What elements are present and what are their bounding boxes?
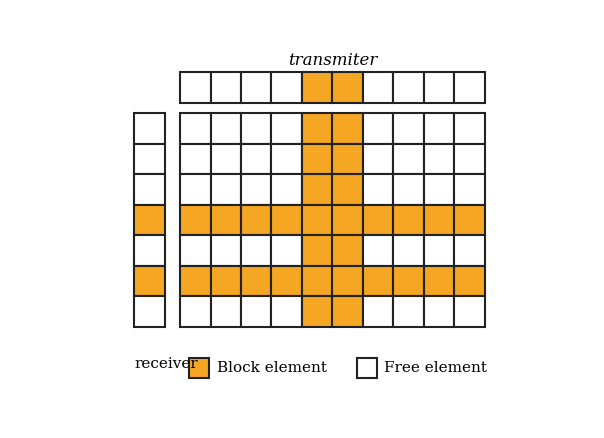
Bar bbox=[241, 205, 271, 235]
Bar bbox=[357, 358, 376, 378]
Bar bbox=[332, 235, 363, 266]
Bar bbox=[302, 235, 332, 266]
Bar bbox=[135, 113, 165, 144]
Bar bbox=[424, 205, 454, 235]
Bar bbox=[393, 174, 424, 205]
Bar bbox=[363, 266, 393, 296]
Bar bbox=[241, 266, 271, 296]
Bar bbox=[135, 174, 165, 205]
Bar bbox=[241, 144, 271, 174]
Bar bbox=[271, 113, 302, 144]
Text: transmiter: transmiter bbox=[288, 52, 377, 69]
Bar bbox=[271, 296, 302, 327]
Bar bbox=[135, 235, 165, 266]
Bar bbox=[241, 296, 271, 327]
Bar bbox=[363, 113, 393, 144]
Bar bbox=[211, 296, 241, 327]
Bar bbox=[211, 266, 241, 296]
Bar bbox=[211, 205, 241, 235]
Bar bbox=[454, 144, 484, 174]
Bar bbox=[135, 266, 165, 296]
Text: receiver: receiver bbox=[135, 357, 198, 371]
Bar bbox=[454, 296, 484, 327]
Bar bbox=[424, 72, 454, 103]
Bar bbox=[211, 144, 241, 174]
Bar bbox=[211, 235, 241, 266]
Bar bbox=[424, 235, 454, 266]
Bar bbox=[393, 72, 424, 103]
Bar bbox=[393, 296, 424, 327]
Bar bbox=[424, 296, 454, 327]
Bar bbox=[363, 296, 393, 327]
Bar bbox=[302, 113, 332, 144]
Bar bbox=[393, 235, 424, 266]
Bar bbox=[363, 144, 393, 174]
Bar bbox=[302, 266, 332, 296]
Bar bbox=[271, 72, 302, 103]
Bar bbox=[241, 72, 271, 103]
Bar bbox=[241, 235, 271, 266]
Bar bbox=[180, 296, 211, 327]
Bar bbox=[211, 72, 241, 103]
Bar bbox=[424, 113, 454, 144]
Bar bbox=[180, 113, 211, 144]
Bar bbox=[393, 266, 424, 296]
Bar bbox=[454, 266, 484, 296]
Bar bbox=[454, 72, 484, 103]
Bar bbox=[332, 113, 363, 144]
Bar bbox=[454, 113, 484, 144]
Bar bbox=[180, 205, 211, 235]
Bar bbox=[302, 296, 332, 327]
Bar bbox=[363, 174, 393, 205]
Bar bbox=[363, 72, 393, 103]
Bar bbox=[211, 174, 241, 205]
Bar bbox=[241, 113, 271, 144]
Bar bbox=[332, 174, 363, 205]
Bar bbox=[271, 266, 302, 296]
Bar bbox=[180, 266, 211, 296]
Bar bbox=[424, 174, 454, 205]
Bar bbox=[180, 235, 211, 266]
Bar bbox=[189, 358, 209, 378]
Text: Free element: Free element bbox=[384, 361, 487, 375]
Bar bbox=[135, 296, 165, 327]
Bar bbox=[393, 144, 424, 174]
Bar bbox=[271, 235, 302, 266]
Bar bbox=[363, 235, 393, 266]
Bar bbox=[180, 174, 211, 205]
Bar bbox=[271, 205, 302, 235]
Bar bbox=[332, 266, 363, 296]
Bar bbox=[180, 144, 211, 174]
Bar bbox=[302, 144, 332, 174]
Bar bbox=[424, 144, 454, 174]
Bar bbox=[302, 205, 332, 235]
Bar bbox=[332, 72, 363, 103]
Bar bbox=[302, 174, 332, 205]
Bar bbox=[393, 113, 424, 144]
Bar bbox=[393, 205, 424, 235]
Bar bbox=[180, 72, 211, 103]
Bar bbox=[332, 296, 363, 327]
Bar bbox=[454, 235, 484, 266]
Bar bbox=[241, 174, 271, 205]
Bar bbox=[332, 205, 363, 235]
Bar bbox=[302, 72, 332, 103]
Bar bbox=[454, 205, 484, 235]
Bar bbox=[424, 266, 454, 296]
Bar bbox=[211, 113, 241, 144]
Bar bbox=[271, 144, 302, 174]
Text: Block element: Block element bbox=[217, 361, 327, 375]
Bar bbox=[454, 174, 484, 205]
Bar bbox=[135, 205, 165, 235]
Bar bbox=[271, 174, 302, 205]
Bar bbox=[332, 144, 363, 174]
Bar bbox=[363, 205, 393, 235]
Bar bbox=[135, 144, 165, 174]
